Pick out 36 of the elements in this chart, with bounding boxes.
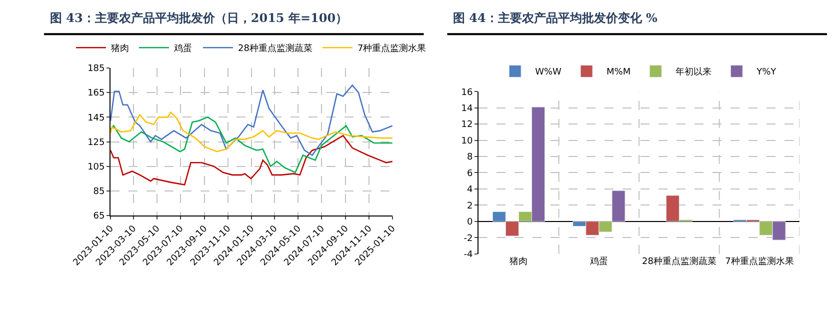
- y-tick-label: 12: [461, 120, 473, 130]
- line-series: [110, 116, 392, 174]
- legend-label: 7种重点监测水果: [357, 43, 426, 54]
- y-tick-label: 105: [88, 162, 105, 172]
- y-tick-label: 125: [88, 138, 105, 148]
- legend-label: 28种重点监测蔬菜: [238, 43, 312, 54]
- y-tick-label: 185: [88, 64, 105, 74]
- line-series: [110, 84, 392, 156]
- line-series: [110, 112, 392, 152]
- y-tick-label: 85: [93, 187, 105, 198]
- legend-label: 猪肉: [110, 43, 129, 54]
- x-tick-label: 28种重点监测蔬菜: [642, 256, 716, 267]
- chart-title: 图 43：主要农产品平均批发价（日，2015 年=100）: [50, 11, 348, 25]
- x-tick-label: 鸡蛋: [588, 256, 608, 267]
- legend-label: 年初以来: [676, 66, 712, 78]
- legend-label: W%W: [535, 68, 562, 78]
- x-tick-label: 7种重点监测水果: [725, 256, 794, 267]
- y-tick-label: 0: [467, 218, 474, 228]
- y-tick-label: 145: [88, 113, 105, 124]
- y-tick-label: 2: [467, 201, 473, 212]
- y-tick-label: 65: [93, 212, 105, 222]
- y-tick-label: 14: [461, 104, 474, 114]
- y-tick-label: 4: [467, 185, 474, 196]
- y-tick-label: -4: [464, 250, 474, 260]
- y-tick-label: 10: [461, 136, 474, 146]
- y-tick-label: -2: [464, 234, 473, 244]
- legend-label: Y%Y: [756, 68, 777, 78]
- chart-title: 图 44：主要农产品平均批发价变化 %: [453, 11, 658, 25]
- y-tick-label: 6: [467, 168, 474, 179]
- x-tick-label: 猪肉: [510, 256, 528, 267]
- line-series: [110, 134, 392, 186]
- legend-label: M%M: [606, 68, 631, 78]
- y-tick-label: 165: [88, 88, 105, 99]
- y-tick-label: 16: [461, 88, 474, 98]
- legend-label: 鸡蛋: [172, 43, 192, 54]
- y-tick-label: 8: [467, 152, 474, 163]
